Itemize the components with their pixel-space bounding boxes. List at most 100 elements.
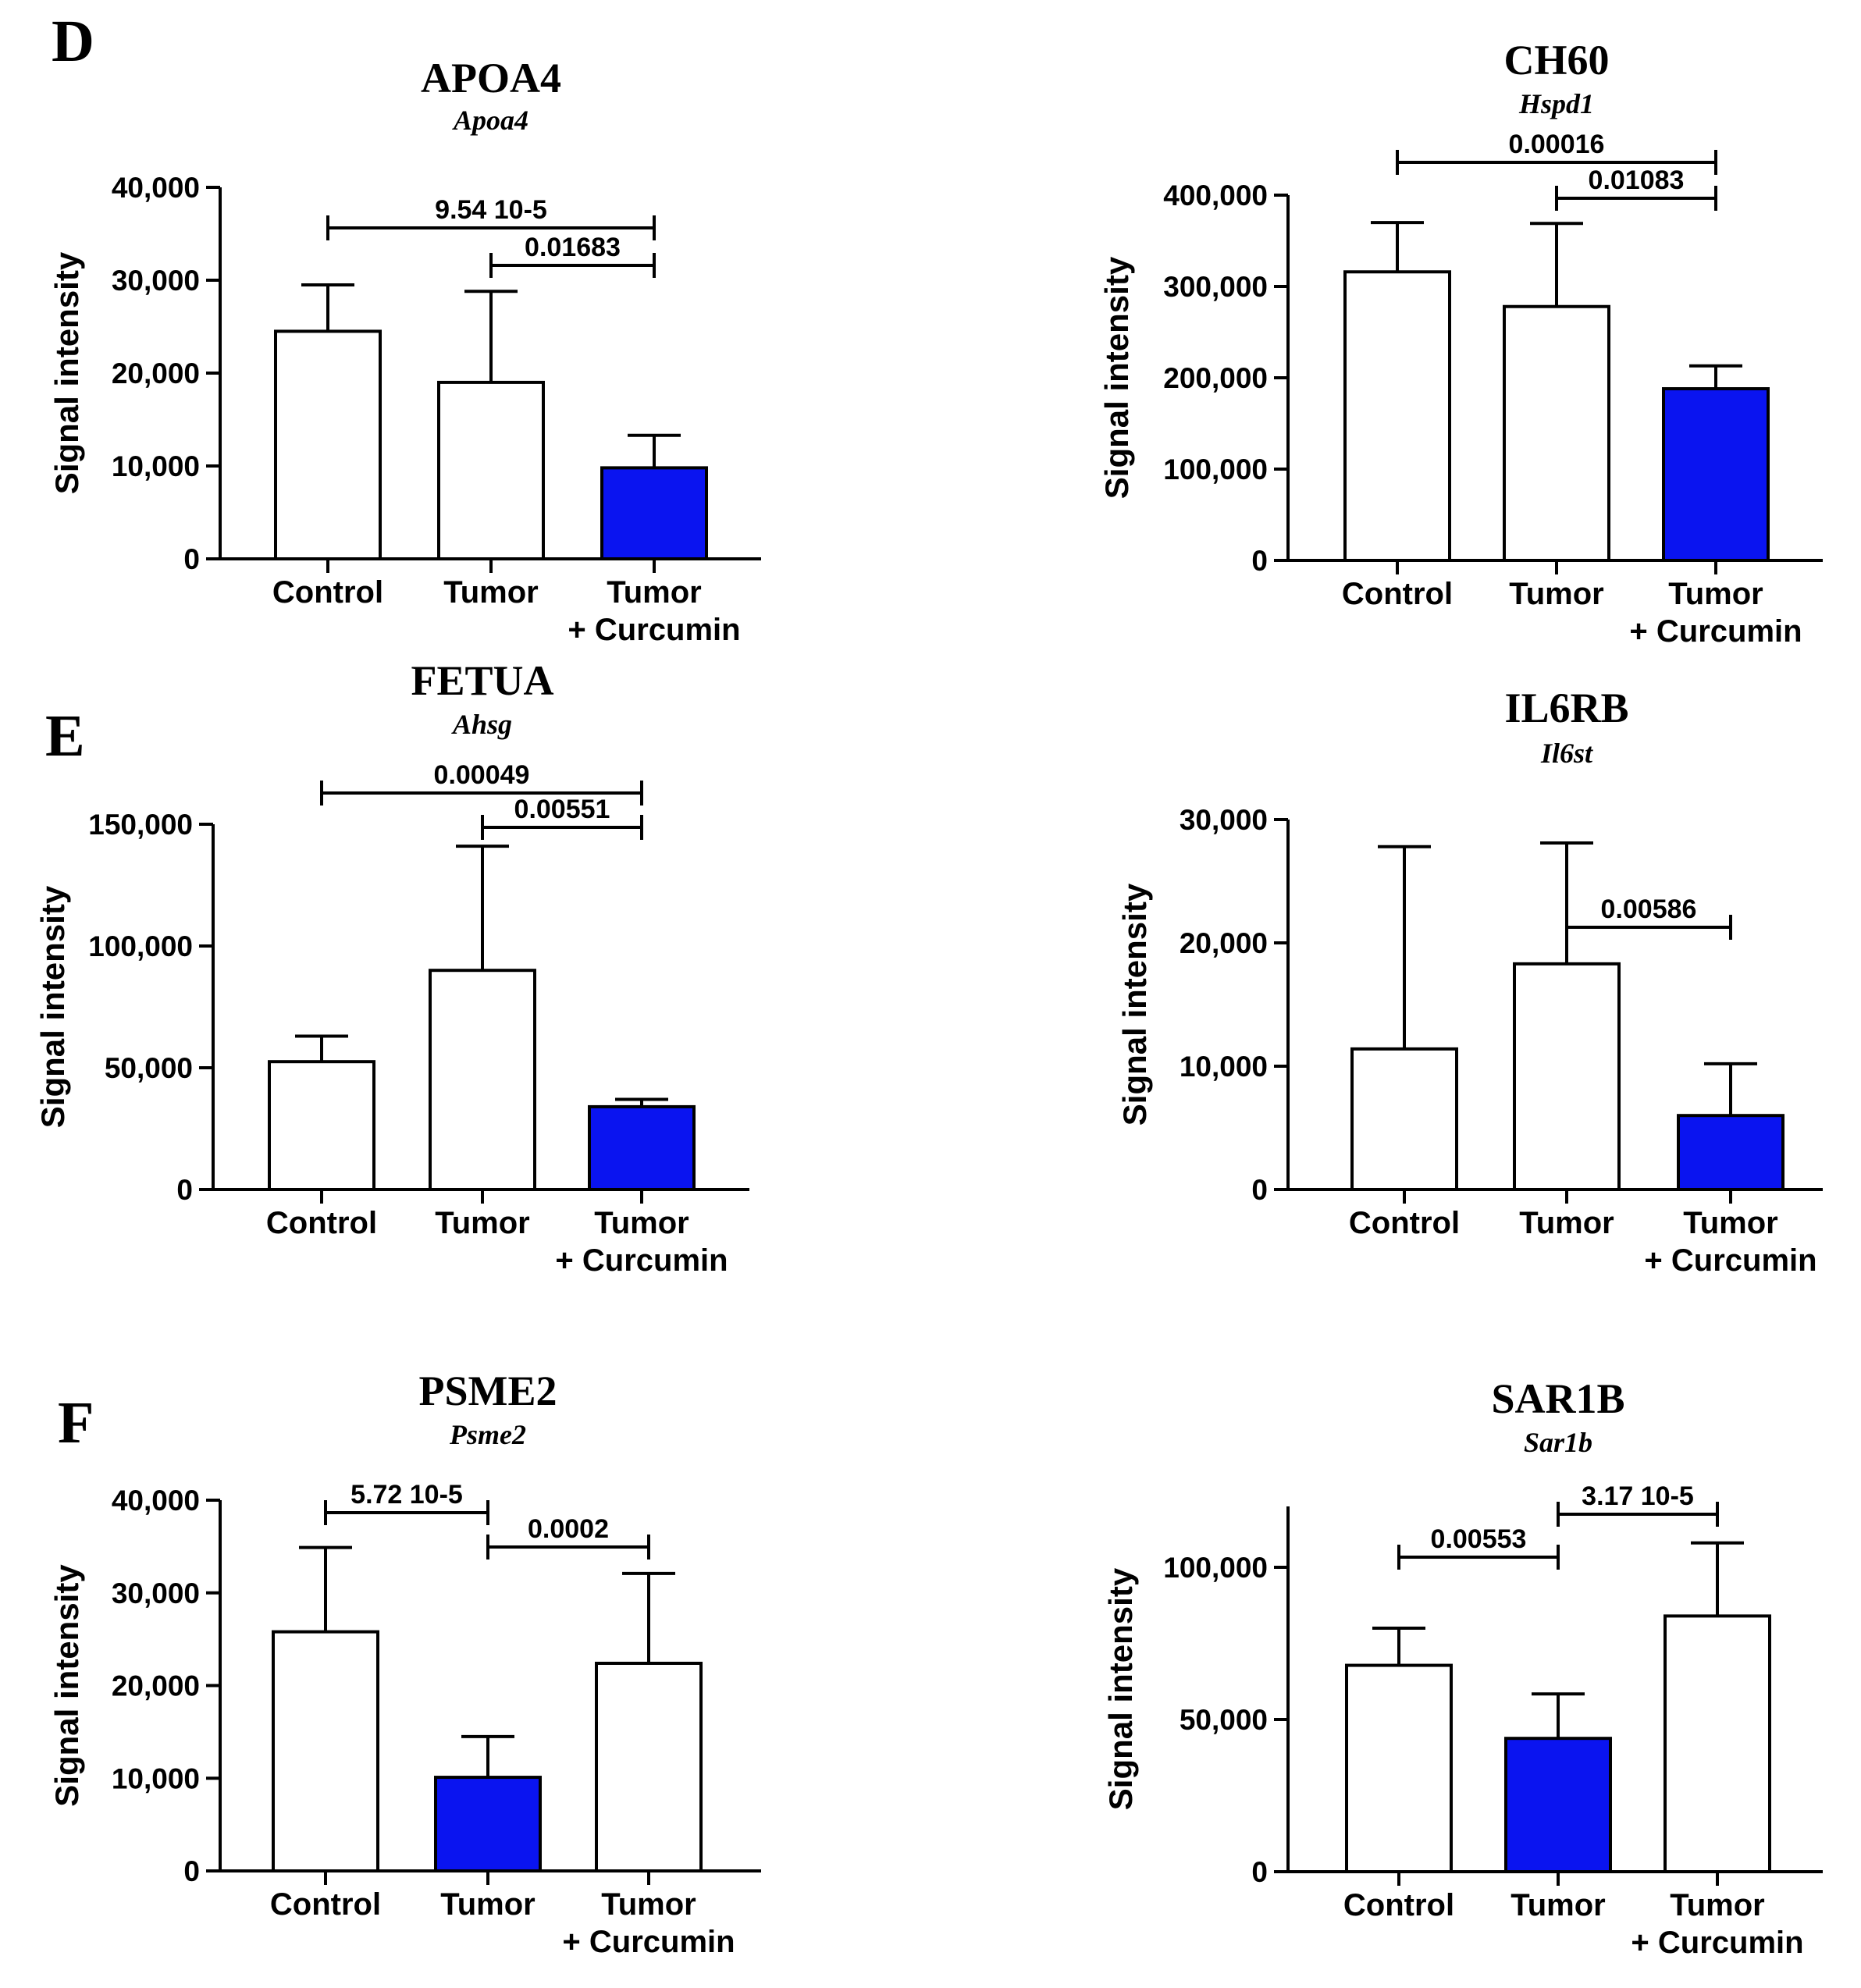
- y-tick-label: 100,000: [1163, 1552, 1268, 1584]
- y-axis-label: Signal intensity: [1102, 1567, 1139, 1810]
- p-value-label: 5.72 10-5: [350, 1480, 463, 1510]
- significance-bracket: 9.54 10-5: [326, 195, 656, 240]
- x-tick-label: Tumor: [1668, 577, 1763, 611]
- x-tick-label: Tumor: [440, 1887, 535, 1922]
- x-tick-label: Tumor: [1670, 1888, 1764, 1922]
- bar: [1677, 1114, 1784, 1191]
- x-tick-label: + Curcumin: [1631, 1926, 1803, 1960]
- significance-bracket: 0.00016: [1396, 130, 1717, 175]
- bar: [268, 1060, 375, 1191]
- bar: [1503, 304, 1610, 562]
- x-tick-label: Control: [1342, 577, 1453, 611]
- chart-subtitle: Apoa4: [452, 105, 528, 136]
- y-tick-label: 0: [1251, 1174, 1268, 1206]
- y-tick-label: 100,000: [88, 930, 193, 962]
- chart-subtitle: Ahsg: [451, 709, 512, 740]
- y-tick-label: 200,000: [1163, 362, 1268, 394]
- bar: [1513, 962, 1621, 1191]
- x-tick-label: Tumor: [1683, 1206, 1777, 1240]
- bar: [588, 1104, 696, 1192]
- y-tick-label: 10,000: [1180, 1051, 1268, 1083]
- y-axis-label: Signal intensity: [1098, 256, 1135, 499]
- p-value-label: 0.00551: [514, 795, 610, 824]
- y-axis-label: Signal intensity: [1116, 883, 1153, 1126]
- p-value-label: 0.01683: [525, 233, 621, 262]
- chart-title: FETUA: [411, 657, 553, 704]
- x-tick-label: Control: [266, 1206, 377, 1240]
- panel-label-d: D: [52, 9, 94, 74]
- bar: [437, 380, 545, 560]
- x-tick-label: + Curcumin: [1629, 614, 1802, 649]
- x-tick-label: Tumor: [443, 575, 538, 610]
- y-tick-label: 300,000: [1163, 271, 1268, 303]
- significance-bracket: 0.00551: [481, 795, 643, 840]
- y-tick-label: 20,000: [112, 357, 200, 389]
- bar: [600, 466, 708, 561]
- y-tick-label: 30,000: [112, 1577, 200, 1609]
- significance-bracket: 3.17 10-5: [1557, 1481, 1719, 1527]
- x-tick-label: Control: [272, 575, 383, 610]
- x-tick-label: + Curcumin: [568, 613, 740, 647]
- y-tick-label: 40,000: [112, 172, 200, 204]
- chart-subtitle: Psme2: [449, 1419, 526, 1450]
- x-tick-label: Control: [1349, 1206, 1460, 1240]
- significance-bracket: 0.01083: [1555, 165, 1717, 211]
- y-tick-label: 50,000: [105, 1052, 193, 1084]
- chart-panel-apoa4: APOA4 Apoa4 Signal intensity 0 10,000 20,000 3…: [48, 55, 761, 647]
- chart-panel-fetua: FETUA Ahsg Signal intensity 0 50,000 100,000 1…: [34, 657, 749, 1278]
- significance-bracket: 0.00553: [1397, 1524, 1560, 1570]
- panel-label-f: F: [58, 1390, 94, 1456]
- bar: [1345, 1663, 1453, 1874]
- x-tick-label: + Curcumin: [562, 1925, 735, 1959]
- x-tick-label: Tumor: [1519, 1206, 1614, 1240]
- chart-subtitle: Sar1b: [1524, 1427, 1592, 1458]
- significance-bracket: 0.00049: [320, 760, 643, 806]
- bar: [434, 1776, 542, 1872]
- significance-bracket: 0.01683: [489, 233, 656, 278]
- y-tick-label: 0: [176, 1174, 193, 1206]
- y-axis-label: Signal intensity: [48, 251, 85, 494]
- panel-label-e: E: [45, 703, 85, 769]
- chart-panel-sar1b: SAR1B Sar1b Signal intensity 0 50,000 100,000…: [1102, 1375, 1823, 1960]
- y-tick-label: 0: [183, 543, 200, 575]
- chart-title: CH60: [1504, 37, 1610, 84]
- bar: [1350, 1047, 1458, 1191]
- bar: [429, 969, 536, 1191]
- bar: [595, 1662, 703, 1872]
- y-tick-label: 30,000: [1180, 804, 1268, 836]
- p-value-label: 0.00553: [1431, 1524, 1527, 1554]
- x-tick-label: Tumor: [1509, 577, 1603, 611]
- bar: [1664, 1614, 1771, 1873]
- y-tick-label: 0: [1251, 545, 1268, 577]
- y-tick-label: 10,000: [112, 450, 200, 482]
- bar: [1662, 387, 1770, 563]
- chart-panel-psme2: PSME2 Psme2 Signal intensity 0 10,000 20,000 3…: [48, 1367, 761, 1959]
- y-tick-label: 400,000: [1163, 180, 1268, 212]
- y-axis-label: Signal intensity: [34, 885, 71, 1128]
- chart-subtitle: Hspd1: [1518, 88, 1594, 119]
- y-tick-label: 40,000: [112, 1485, 200, 1517]
- chart-title: SAR1B: [1491, 1375, 1624, 1422]
- x-tick-label: Tumor: [601, 1887, 696, 1922]
- x-tick-label: + Curcumin: [555, 1243, 728, 1278]
- y-tick-label: 50,000: [1180, 1704, 1268, 1736]
- bar: [1504, 1737, 1612, 1873]
- x-tick-label: + Curcumin: [1644, 1243, 1817, 1278]
- p-value-label: 0.01083: [1589, 165, 1685, 195]
- x-tick-label: Control: [1343, 1888, 1454, 1922]
- x-tick-label: Tumor: [594, 1206, 689, 1240]
- p-value-label: 0.00049: [434, 760, 530, 790]
- p-value-label: 0.00016: [1509, 130, 1605, 159]
- significance-bracket: 5.72 10-5: [324, 1480, 489, 1525]
- chart-title: IL6RB: [1504, 685, 1628, 731]
- bar: [272, 1630, 379, 1872]
- y-tick-label: 0: [183, 1855, 200, 1887]
- chart-title: APOA4: [421, 55, 561, 101]
- significance-bracket: 0.0002: [486, 1514, 650, 1559]
- y-tick-label: 0: [1251, 1856, 1268, 1888]
- y-tick-label: 100,000: [1163, 453, 1268, 485]
- x-tick-label: Tumor: [607, 575, 701, 610]
- y-tick-label: 30,000: [112, 265, 200, 297]
